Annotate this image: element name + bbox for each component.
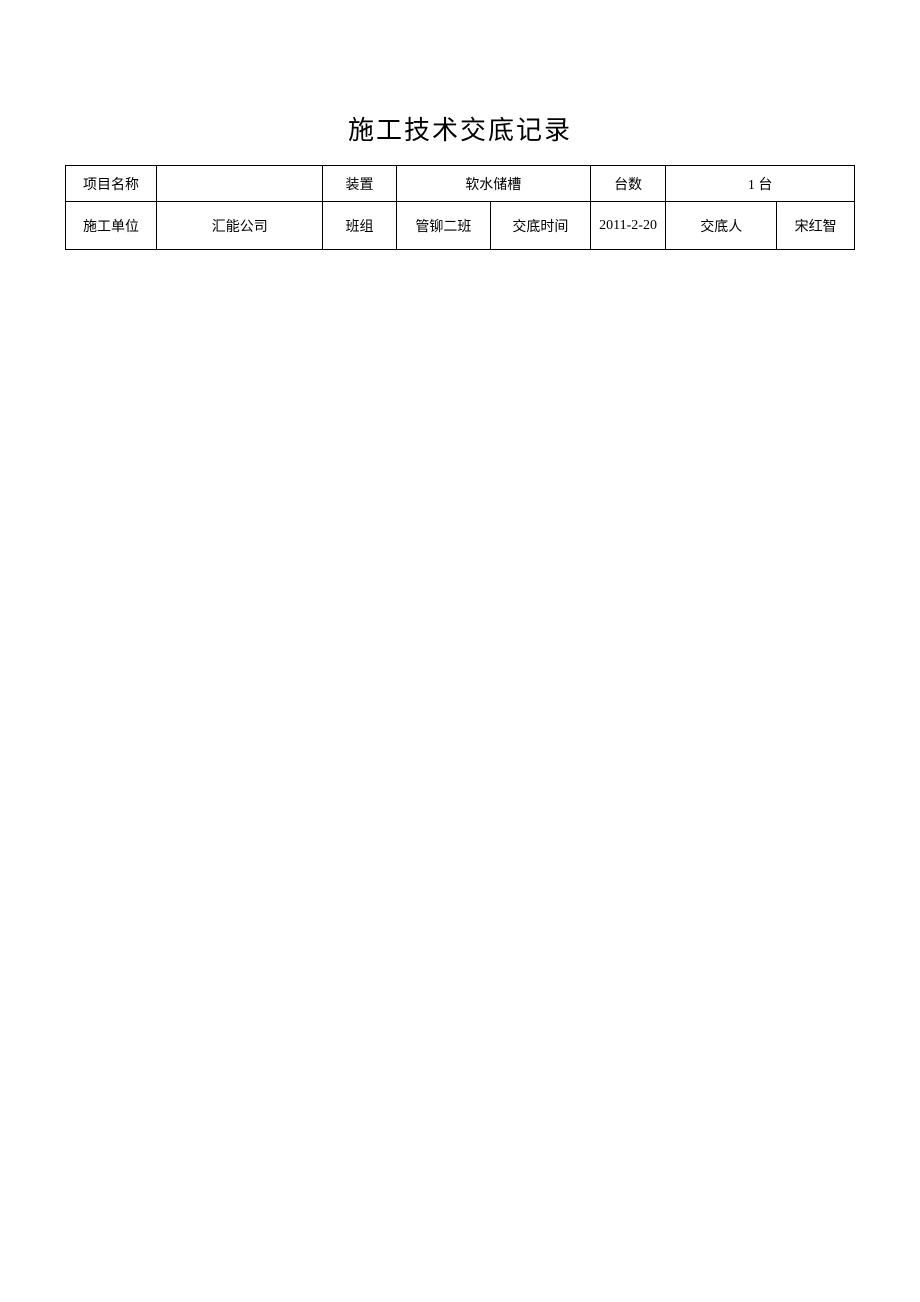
- person-label: 交底人: [666, 202, 777, 250]
- count-label: 台数: [590, 166, 665, 202]
- person-value: 宋红智: [777, 202, 855, 250]
- time-value: 2011-2-20: [590, 202, 665, 250]
- project-name-label: 项目名称: [66, 166, 157, 202]
- time-label: 交底时间: [490, 202, 590, 250]
- unit-label: 施工单位: [66, 202, 157, 250]
- table-row: 施工单位 汇能公司 班组 管铆二班 交底时间 2011-2-20 交底人 宋红智: [66, 202, 855, 250]
- device-label: 装置: [323, 166, 396, 202]
- project-name-value: [156, 166, 322, 202]
- record-table: 项目名称 装置 软水储槽 台数 1 台 施工单位 汇能公司 班组 管铆二班 交底…: [65, 165, 855, 250]
- count-value: 1 台: [666, 166, 855, 202]
- unit-value: 汇能公司: [156, 202, 322, 250]
- team-value: 管铆二班: [396, 202, 490, 250]
- team-label: 班组: [323, 202, 396, 250]
- device-value: 软水储槽: [396, 166, 590, 202]
- page-title: 施工技术交底记录: [0, 110, 920, 147]
- table-row: 项目名称 装置 软水储槽 台数 1 台: [66, 166, 855, 202]
